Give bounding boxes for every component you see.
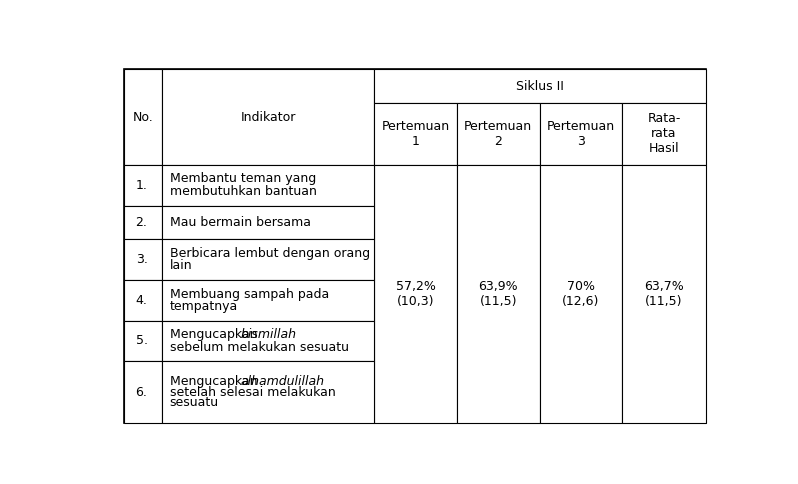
Bar [622,103,705,165]
Text: lain: lain [170,259,192,272]
Text: 63,9%
(11,5): 63,9% (11,5) [479,280,518,308]
Text: 5.: 5. [136,334,148,348]
Text: Pertemuan
2: Pertemuan 2 [464,120,532,148]
Text: bismillah: bismillah [241,328,297,341]
Text: sesuatu: sesuatu [170,396,219,409]
Bar [622,165,705,424]
Text: 63,7%
(11,5): 63,7% (11,5) [644,280,684,308]
Bar [539,165,622,424]
Text: 6.: 6. [136,386,148,399]
Bar [124,280,162,320]
Text: Siklus II: Siklus II [516,79,564,92]
Bar [124,206,162,239]
Bar [162,165,374,206]
Bar [374,165,457,424]
Text: setelah selesai melakukan: setelah selesai melakukan [170,386,335,399]
Bar [124,165,162,206]
Bar [457,165,539,424]
Bar [374,103,457,165]
Bar [162,69,374,165]
Text: tempatnya: tempatnya [170,300,238,313]
Text: Membantu teman yang: Membantu teman yang [170,172,316,185]
Text: 70%
(12,6): 70% (12,6) [562,280,599,308]
Bar [162,280,374,320]
Bar [124,320,162,362]
Bar [162,362,374,424]
Text: 1.: 1. [136,179,148,192]
Text: 2.: 2. [136,216,148,229]
Bar [374,69,706,103]
Bar [162,239,374,280]
Bar [124,362,162,424]
Text: Mau bermain bersama: Mau bermain bersama [170,216,310,229]
Bar [124,69,162,165]
Text: sebelum melakukan sesuatu: sebelum melakukan sesuatu [170,341,349,354]
Text: membutuhkan bantuan: membutuhkan bantuan [170,185,317,198]
Text: 4.: 4. [136,294,148,307]
Text: Mengucapkan: Mengucapkan [170,376,261,388]
Text: Pertemuan
1: Pertemuan 1 [381,120,450,148]
Bar [162,320,374,362]
Text: Berbicara lembut dengan orang: Berbicara lembut dengan orang [170,247,369,260]
Text: No.: No. [133,110,154,123]
Text: alhamdulillah: alhamdulillah [241,376,325,388]
Text: 3.: 3. [136,253,148,266]
Bar [124,239,162,280]
Text: Rata-
rata
Hasil: Rata- rata Hasil [647,112,681,155]
Text: 57,2%
(10,3): 57,2% (10,3) [396,280,436,308]
Text: Membuang sampah pada: Membuang sampah pada [170,287,329,301]
Text: Indikator: Indikator [241,110,296,123]
Bar [162,206,374,239]
Text: Mengucapkan: Mengucapkan [170,328,261,341]
Text: Pertemuan
3: Pertemuan 3 [547,120,615,148]
Bar [539,103,622,165]
Bar [457,103,539,165]
